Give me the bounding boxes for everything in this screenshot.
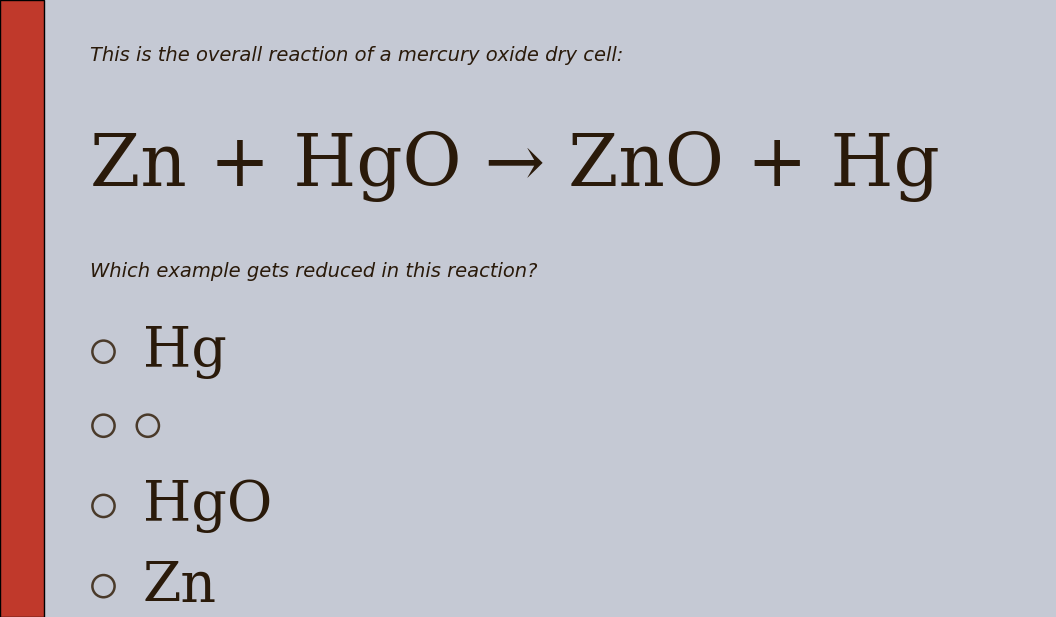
Text: Hg: Hg (143, 325, 226, 379)
Text: HgO: HgO (143, 479, 272, 533)
Text: Which example gets reduced in this reaction?: Which example gets reduced in this react… (90, 262, 538, 281)
Text: Zn: Zn (143, 559, 216, 613)
Text: This is the overall reaction of a mercury oxide dry cell:: This is the overall reaction of a mercur… (90, 46, 623, 65)
FancyBboxPatch shape (0, 0, 44, 617)
Text: Zn + HgO → ZnO + Hg: Zn + HgO → ZnO + Hg (90, 131, 940, 202)
